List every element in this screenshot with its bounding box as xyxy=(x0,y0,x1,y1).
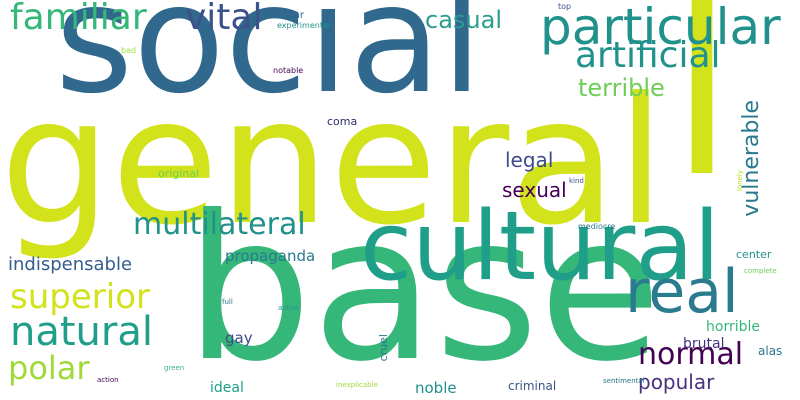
word-mediocre: mediocre xyxy=(578,222,616,231)
word-real: real xyxy=(625,257,739,327)
word-vital: vital xyxy=(185,0,263,38)
word-gay: gay xyxy=(225,329,253,347)
word-complete: complete xyxy=(744,267,777,275)
word-experimental: experimental xyxy=(277,21,331,30)
word-artificial: artificial xyxy=(575,35,721,76)
word-top: top xyxy=(558,2,572,11)
word-active: active xyxy=(278,304,300,312)
word-titular: titular xyxy=(274,10,304,21)
word-lonely: lonely xyxy=(736,170,744,192)
word-ideal: ideal xyxy=(210,380,244,396)
word-action: action xyxy=(97,376,119,384)
word-kind: kind xyxy=(569,177,584,185)
word-full: full xyxy=(222,298,233,306)
word-particular: particular xyxy=(540,0,781,56)
word-vulnerable: vulnerable xyxy=(739,100,764,217)
word-base: base xyxy=(185,173,662,400)
word-polar: polar xyxy=(8,349,90,387)
word-bad: bad xyxy=(121,46,137,55)
word-noble: noble xyxy=(415,379,457,397)
word-sexual: sexual xyxy=(502,178,567,202)
word-sentimental: sentimental xyxy=(603,377,645,385)
word-brutal: brutal xyxy=(683,336,725,352)
word-original: original xyxy=(158,167,200,180)
word-alas: alas xyxy=(758,344,783,358)
word-multilateral: multilateral xyxy=(133,207,306,242)
word-familiar: familiar xyxy=(10,0,147,38)
word-l: l xyxy=(670,0,734,228)
word-cultural: cultural xyxy=(360,192,720,302)
word-cruel: cruel xyxy=(377,334,390,362)
word-popular: popular xyxy=(638,370,715,394)
word-general: general xyxy=(0,61,666,264)
word-center: center xyxy=(736,248,772,261)
word-horrible: horrible xyxy=(706,319,760,335)
word-notable: notable xyxy=(273,66,304,75)
word-criminal: criminal xyxy=(508,379,557,393)
word-social: social xyxy=(55,0,483,127)
word-casual: casual xyxy=(425,6,502,34)
word-legal: legal xyxy=(505,148,554,172)
word-inexplicable: inexplicable xyxy=(336,381,378,389)
word-propaganda: propaganda xyxy=(225,247,316,265)
word-coma: coma xyxy=(327,115,358,128)
word-green: green xyxy=(164,364,185,372)
word-superior: superior xyxy=(10,277,150,317)
word-indispensable: indispensable xyxy=(8,254,133,275)
word-natural: natural xyxy=(10,309,153,355)
word-terrible: terrible xyxy=(578,74,665,102)
word-normal: normal xyxy=(638,337,744,372)
